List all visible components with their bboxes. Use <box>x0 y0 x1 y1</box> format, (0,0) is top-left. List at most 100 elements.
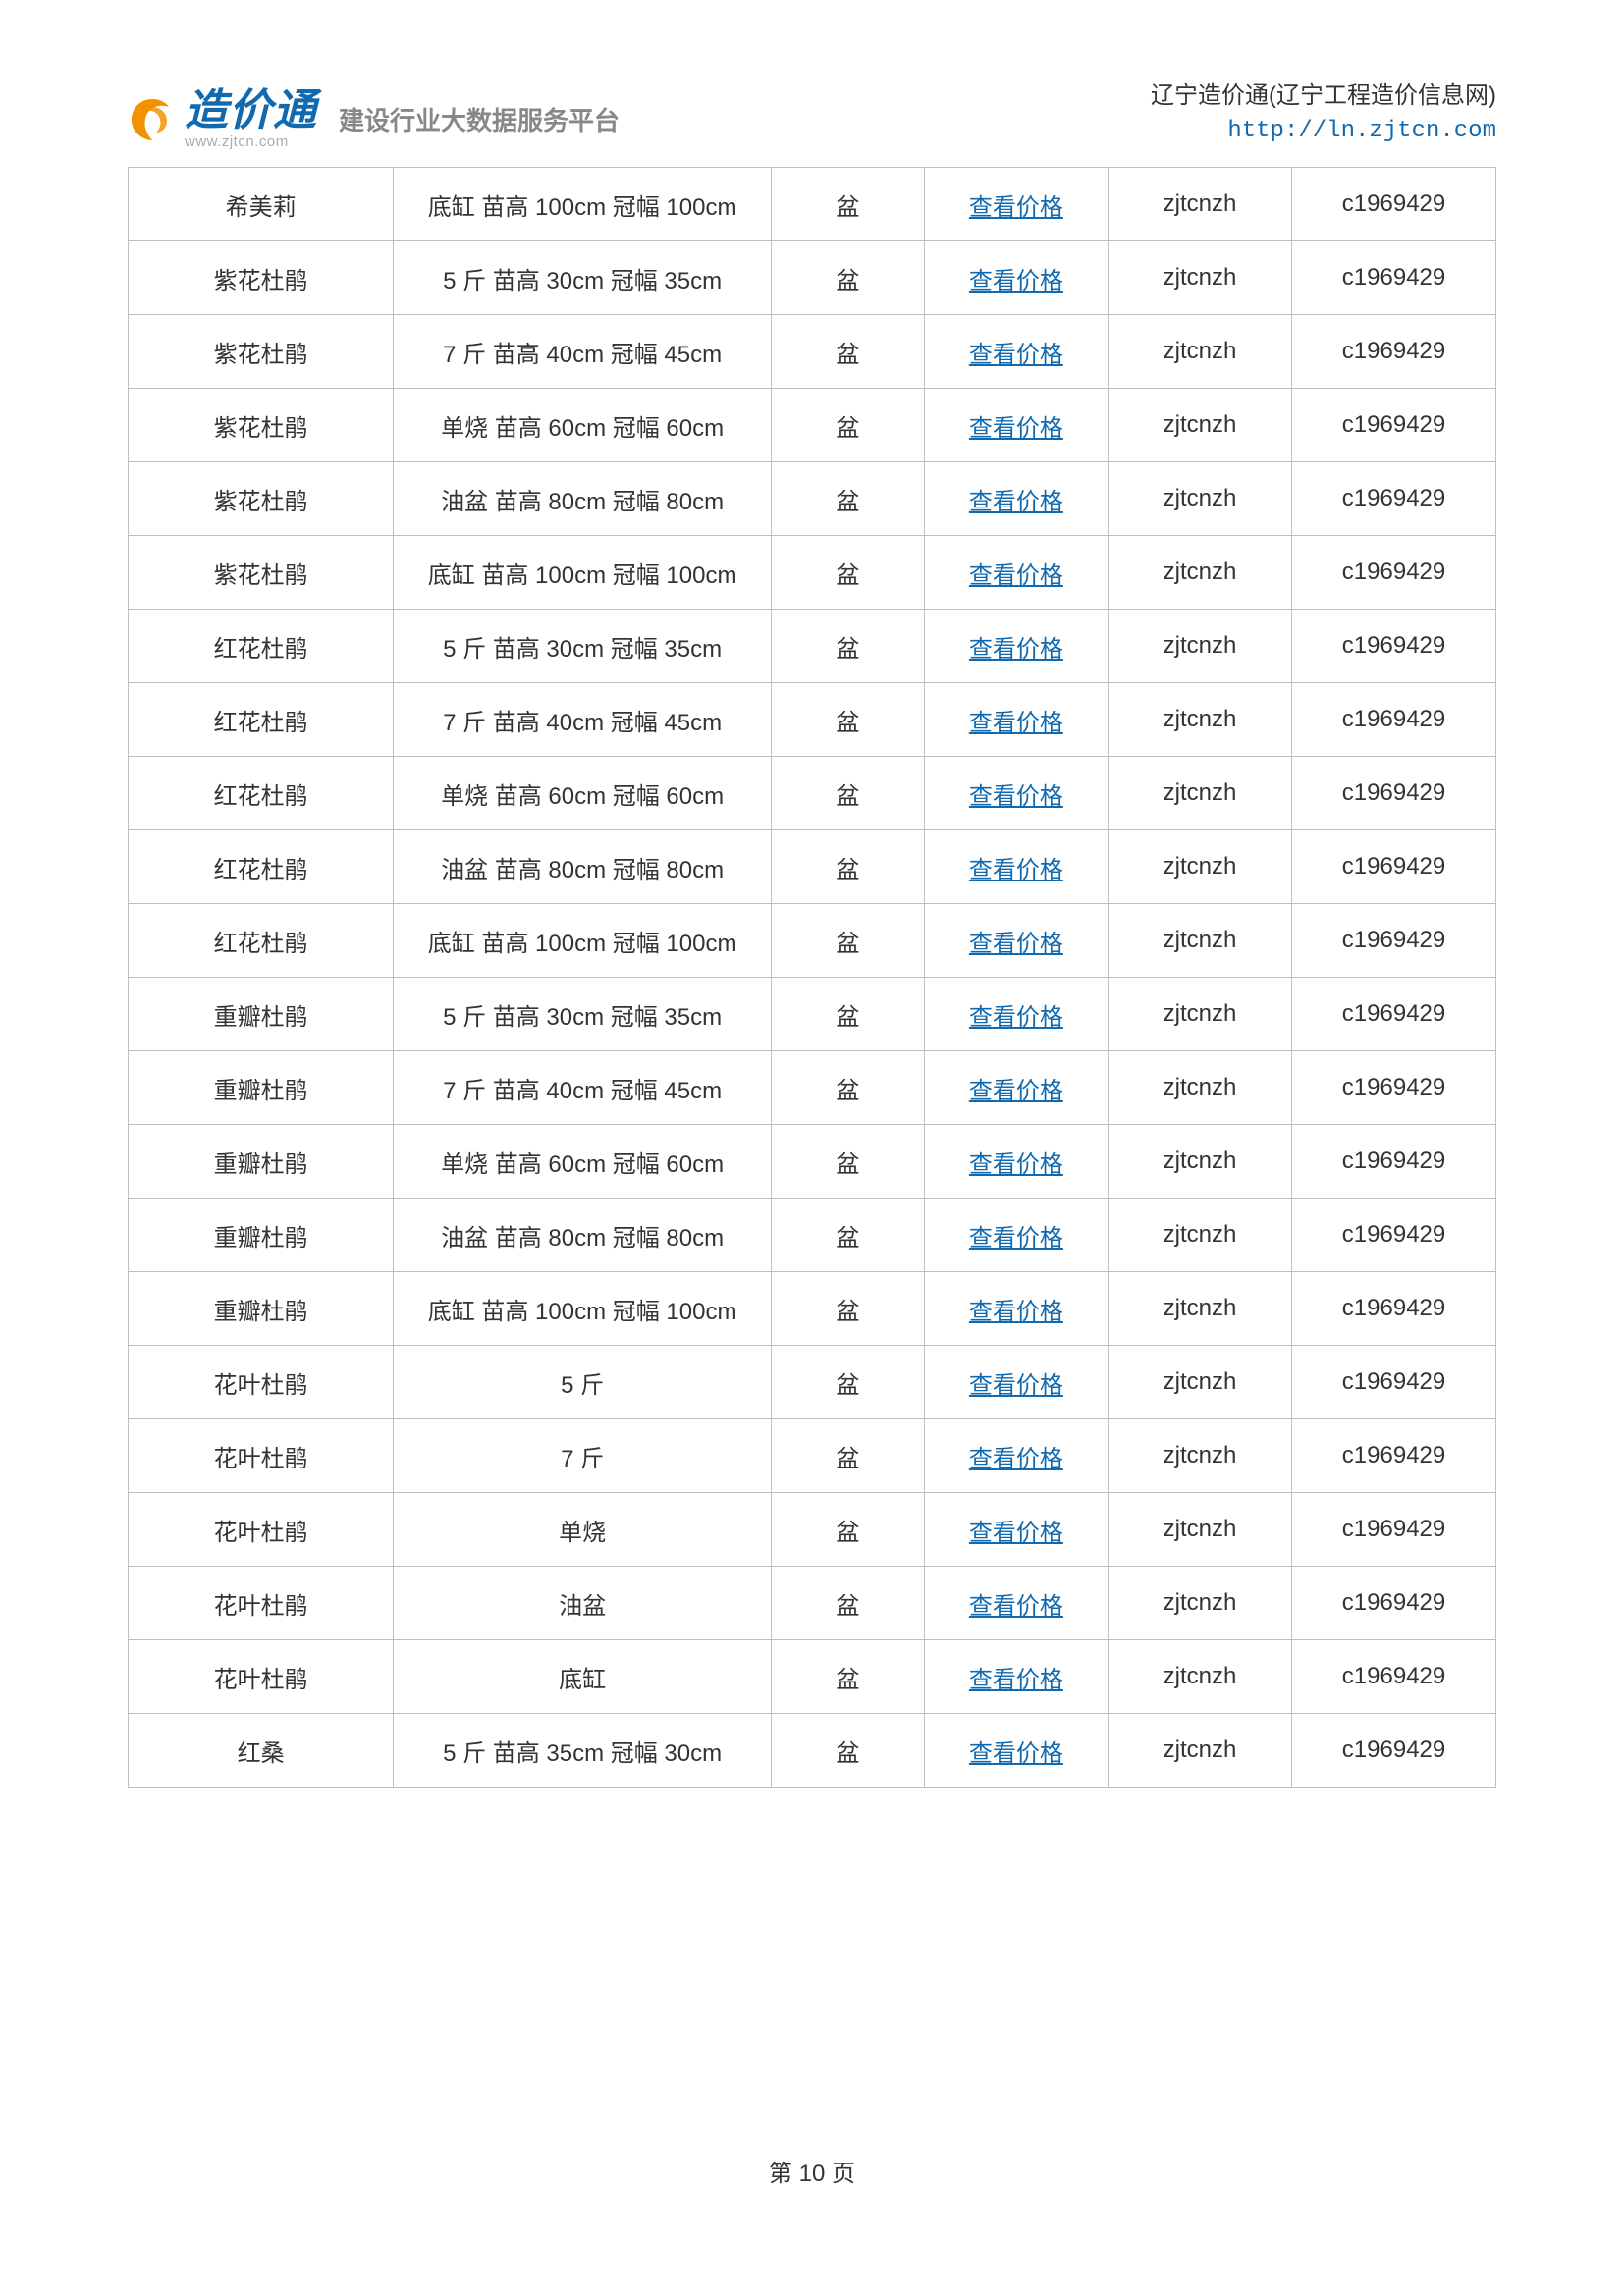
cell-name: 花叶杜鹃 <box>129 1567 394 1640</box>
cell-spec: 5 斤 苗高 30cm 冠幅 35cm <box>394 978 772 1051</box>
view-price-link[interactable]: 查看价格 <box>969 268 1063 294</box>
view-price-link[interactable]: 查看价格 <box>969 342 1063 368</box>
view-price-link[interactable]: 查看价格 <box>969 1372 1063 1399</box>
cell-code2: c1969429 <box>1292 978 1496 1051</box>
cell-spec: 5 斤 <box>394 1346 772 1419</box>
cell-name: 红花杜鹃 <box>129 610 394 683</box>
view-price-link[interactable]: 查看价格 <box>969 1667 1063 1693</box>
view-price-link[interactable]: 查看价格 <box>969 636 1063 663</box>
cell-spec: 单烧 <box>394 1493 772 1567</box>
cell-code2: c1969429 <box>1292 315 1496 389</box>
view-price-link[interactable]: 查看价格 <box>969 710 1063 736</box>
cell-spec: 底缸 苗高 100cm 冠幅 100cm <box>394 536 772 610</box>
cell-code2: c1969429 <box>1292 683 1496 757</box>
cell-spec: 底缸 <box>394 1640 772 1714</box>
table-row: 重瓣杜鹃油盆 苗高 80cm 冠幅 80cm盆查看价格zjtcnzhc19694… <box>129 1199 1496 1272</box>
cell-spec: 5 斤 苗高 30cm 冠幅 35cm <box>394 610 772 683</box>
cell-code2: c1969429 <box>1292 610 1496 683</box>
table-row: 花叶杜鹃5 斤盆查看价格zjtcnzhc1969429 <box>129 1346 1496 1419</box>
view-price-link[interactable]: 查看价格 <box>969 1740 1063 1767</box>
table-row: 重瓣杜鹃底缸 苗高 100cm 冠幅 100cm盆查看价格zjtcnzhc196… <box>129 1272 1496 1346</box>
view-price-link[interactable]: 查看价格 <box>969 1520 1063 1546</box>
cell-code2: c1969429 <box>1292 1419 1496 1493</box>
cell-code1: zjtcnzh <box>1108 1051 1291 1125</box>
site-logo: 造价通 www.zjtcn.com <box>128 89 317 149</box>
cell-spec: 5 斤 苗高 30cm 冠幅 35cm <box>394 241 772 315</box>
cell-price-link: 查看价格 <box>924 1640 1108 1714</box>
view-price-link[interactable]: 查看价格 <box>969 489 1063 515</box>
cell-code2: c1969429 <box>1292 1272 1496 1346</box>
cell-code1: zjtcnzh <box>1108 1714 1291 1788</box>
view-price-link[interactable]: 查看价格 <box>969 1593 1063 1620</box>
cell-code1: zjtcnzh <box>1108 1346 1291 1419</box>
cell-unit: 盆 <box>771 389 924 462</box>
logo-tagline: 建设行业大数据服务平台 <box>339 101 620 137</box>
table-row: 重瓣杜鹃5 斤 苗高 30cm 冠幅 35cm盆查看价格zjtcnzhc1969… <box>129 978 1496 1051</box>
cell-code1: zjtcnzh <box>1108 1567 1291 1640</box>
cell-unit: 盆 <box>771 241 924 315</box>
cell-price-link: 查看价格 <box>924 1051 1108 1125</box>
view-price-link[interactable]: 查看价格 <box>969 1004 1063 1031</box>
cell-price-link: 查看价格 <box>924 1419 1108 1493</box>
cell-code2: c1969429 <box>1292 1051 1496 1125</box>
cell-code2: c1969429 <box>1292 1125 1496 1199</box>
cell-name: 紫花杜鹃 <box>129 241 394 315</box>
cell-name: 重瓣杜鹃 <box>129 1051 394 1125</box>
cell-unit: 盆 <box>771 536 924 610</box>
cell-code2: c1969429 <box>1292 1493 1496 1567</box>
view-price-link[interactable]: 查看价格 <box>969 1078 1063 1104</box>
cell-code2: c1969429 <box>1292 757 1496 830</box>
view-price-link[interactable]: 查看价格 <box>969 1225 1063 1252</box>
cell-code1: zjtcnzh <box>1108 683 1291 757</box>
cell-spec: 单烧 苗高 60cm 冠幅 60cm <box>394 389 772 462</box>
cell-unit: 盆 <box>771 610 924 683</box>
cell-price-link: 查看价格 <box>924 389 1108 462</box>
cell-price-link: 查看价格 <box>924 536 1108 610</box>
cell-code1: zjtcnzh <box>1108 1640 1291 1714</box>
table-row: 红花杜鹃5 斤 苗高 30cm 冠幅 35cm盆查看价格zjtcnzhc1969… <box>129 610 1496 683</box>
cell-unit: 盆 <box>771 1346 924 1419</box>
cell-unit: 盆 <box>771 462 924 536</box>
cell-name: 紫花杜鹃 <box>129 315 394 389</box>
cell-name: 花叶杜鹃 <box>129 1493 394 1567</box>
table-row: 红花杜鹃底缸 苗高 100cm 冠幅 100cm盆查看价格zjtcnzhc196… <box>129 904 1496 978</box>
view-price-link[interactable]: 查看价格 <box>969 931 1063 957</box>
view-price-link[interactable]: 查看价格 <box>969 1299 1063 1325</box>
price-table: 希美莉底缸 苗高 100cm 冠幅 100cm盆查看价格zjtcnzhc1969… <box>128 167 1496 1788</box>
cell-spec: 7 斤 苗高 40cm 冠幅 45cm <box>394 683 772 757</box>
cell-spec: 7 斤 苗高 40cm 冠幅 45cm <box>394 1051 772 1125</box>
cell-spec: 油盆 苗高 80cm 冠幅 80cm <box>394 462 772 536</box>
view-price-link[interactable]: 查看价格 <box>969 857 1063 883</box>
cell-code2: c1969429 <box>1292 1346 1496 1419</box>
cell-name: 红桑 <box>129 1714 394 1788</box>
logo-url: www.zjtcn.com <box>185 134 317 149</box>
view-price-link[interactable]: 查看价格 <box>969 1446 1063 1472</box>
cell-price-link: 查看价格 <box>924 978 1108 1051</box>
cell-name: 紫花杜鹃 <box>129 389 394 462</box>
header-right: 辽宁造价通(辽宁工程造价信息网) http://ln.zjtcn.com <box>1151 79 1496 149</box>
cell-unit: 盆 <box>771 1714 924 1788</box>
table-row: 红花杜鹃油盆 苗高 80cm 冠幅 80cm盆查看价格zjtcnzhc19694… <box>129 830 1496 904</box>
view-price-link[interactable]: 查看价格 <box>969 1151 1063 1178</box>
cell-spec: 底缸 苗高 100cm 冠幅 100cm <box>394 168 772 241</box>
view-price-link[interactable]: 查看价格 <box>969 415 1063 442</box>
cell-spec: 5 斤 苗高 35cm 冠幅 30cm <box>394 1714 772 1788</box>
view-price-link[interactable]: 查看价格 <box>969 783 1063 810</box>
cell-unit: 盆 <box>771 1051 924 1125</box>
table-row: 红花杜鹃单烧 苗高 60cm 冠幅 60cm盆查看价格zjtcnzhc19694… <box>129 757 1496 830</box>
cell-price-link: 查看价格 <box>924 241 1108 315</box>
table-row: 花叶杜鹃单烧盆查看价格zjtcnzhc1969429 <box>129 1493 1496 1567</box>
table-row: 重瓣杜鹃7 斤 苗高 40cm 冠幅 45cm盆 查看价格 zjtcnzhc1969… <box>129 1051 1496 1125</box>
cell-name: 重瓣杜鹃 <box>129 1125 394 1199</box>
table-row: 紫花杜鹃5 斤 苗高 30cm 冠幅 35cm盆查看价格zjtcnzhc1969… <box>129 241 1496 315</box>
cell-unit: 盆 <box>771 1567 924 1640</box>
cell-code1: zjtcnzh <box>1108 978 1291 1051</box>
cell-code1: zjtcnzh <box>1108 904 1291 978</box>
page-header: 造价通 www.zjtcn.com 建设行业大数据服务平台 辽宁造价通(辽宁工程… <box>128 79 1496 149</box>
view-price-link[interactable]: 查看价格 <box>969 194 1063 221</box>
cell-spec: 底缸 苗高 100cm 冠幅 100cm <box>394 1272 772 1346</box>
cell-price-link: 查看价格 <box>924 830 1108 904</box>
header-left: 造价通 www.zjtcn.com 建设行业大数据服务平台 <box>128 89 620 149</box>
view-price-link[interactable]: 查看价格 <box>969 562 1063 589</box>
cell-unit: 盆 <box>771 904 924 978</box>
